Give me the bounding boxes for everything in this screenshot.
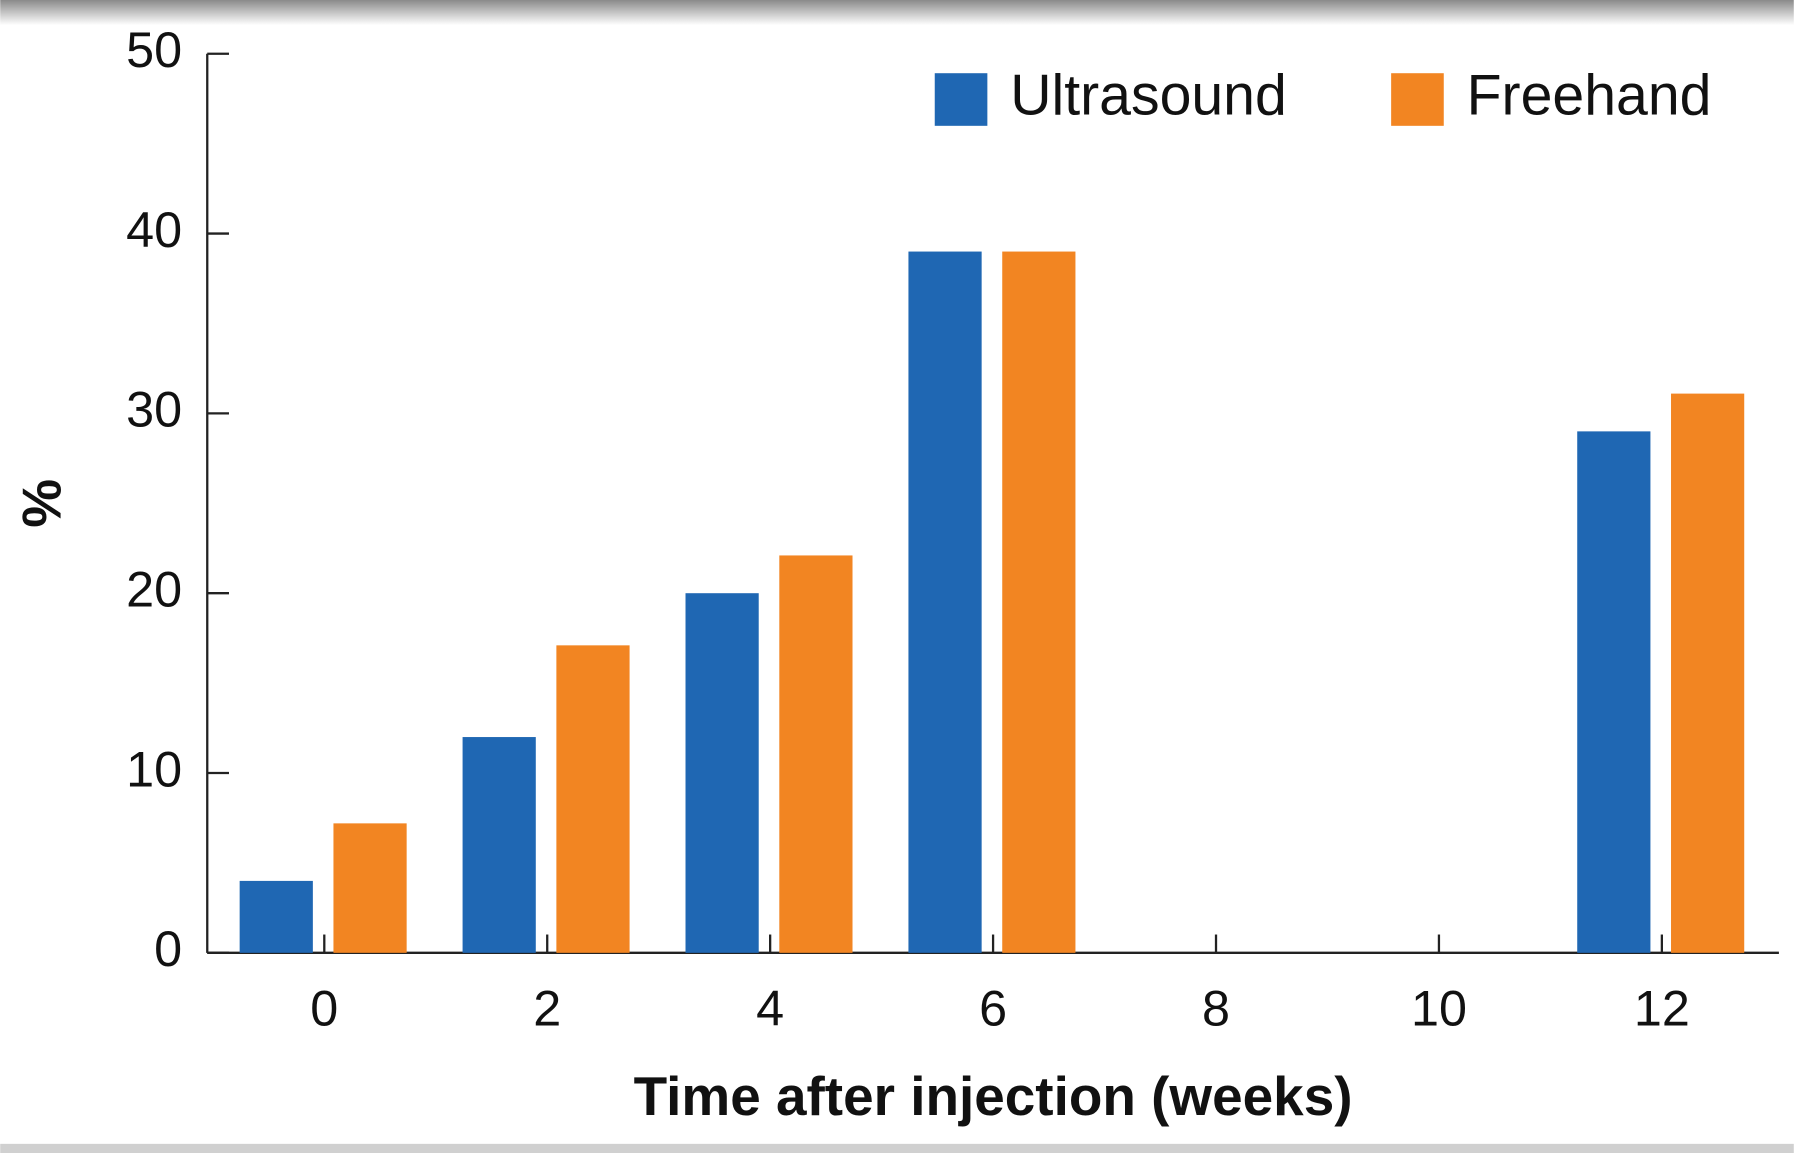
window-edge [0,1143,1794,1153]
bar [462,737,536,953]
window-shade [0,0,1794,26]
x-tick-label: 0 [310,980,338,1037]
bar [556,645,630,953]
bar [908,251,982,953]
x-tick-label: 12 [1634,980,1690,1037]
x-tick-label: 6 [979,980,1007,1037]
bar [333,823,407,953]
y-tick-label: 20 [126,560,182,617]
y-tick-label: 30 [126,381,182,438]
x-tick-label: 8 [1202,980,1230,1037]
bar [1577,431,1651,953]
bar [779,555,853,953]
bar [1671,393,1745,953]
y-tick-label: 10 [126,740,182,797]
x-axis-label: Time after injection (weeks) [634,1065,1353,1127]
y-axis-label: % [10,479,72,528]
legend-label: Ultrasound [1010,64,1287,128]
x-tick-label: 4 [756,980,784,1037]
legend-label: Freehand [1467,64,1712,128]
legend-swatch [1391,73,1444,126]
bar [239,880,313,953]
x-tick-label: 10 [1411,980,1467,1037]
y-tick-label: 0 [154,920,182,977]
x-tick-label: 2 [533,980,561,1037]
y-tick-label: 40 [126,201,182,258]
bar [685,593,759,953]
y-tick-label: 50 [126,21,182,78]
bar [1002,251,1076,953]
legend-swatch [934,73,988,126]
